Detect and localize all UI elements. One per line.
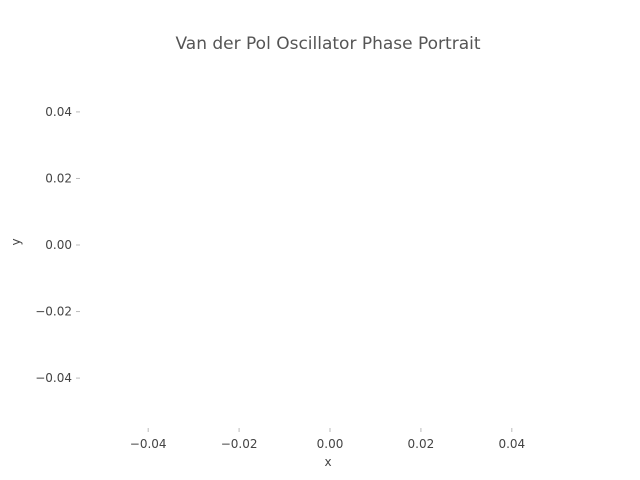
y-tick-label: 0.00 xyxy=(45,238,72,252)
x-axis-ticks: −0.04 −0.02 0.00 0.02 0.04 xyxy=(130,428,525,451)
x-tick-label: 0.00 xyxy=(317,437,344,451)
y-tick-label: 0.04 xyxy=(45,105,72,119)
y-tick-label: −0.02 xyxy=(35,305,72,319)
x-tick-label: 0.02 xyxy=(408,437,435,451)
y-tick-label: 0.02 xyxy=(45,171,72,185)
y-axis-ticks: 0.04 0.02 0.00 −0.02 −0.04 xyxy=(35,105,80,385)
x-tick-label: 0.04 xyxy=(498,437,525,451)
x-tick-label: −0.04 xyxy=(130,437,167,451)
x-axis-label: x xyxy=(324,455,331,469)
chart-title: Van der Pol Oscillator Phase Portrait xyxy=(175,34,480,54)
y-axis-label: y xyxy=(9,238,23,245)
x-tick-label: −0.02 xyxy=(221,437,258,451)
y-tick-label: −0.04 xyxy=(35,371,72,385)
